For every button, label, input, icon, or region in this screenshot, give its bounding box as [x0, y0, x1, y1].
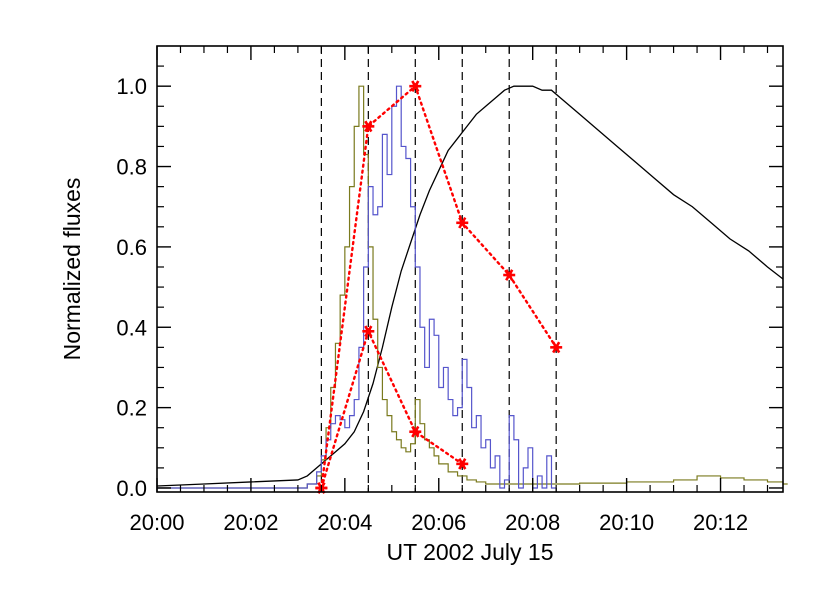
- vertical-dashed-lines: [320, 46, 557, 492]
- data-markers: [315, 80, 563, 494]
- star-marker: [409, 80, 422, 93]
- y-tick-label: 0.4: [116, 315, 147, 340]
- star-marker: [409, 425, 422, 438]
- star-marker: [503, 269, 516, 281]
- x-tick-label: 20:00: [129, 510, 184, 535]
- y-tick-label: 0.8: [116, 155, 147, 180]
- x-axis-title: UT 2002 July 15: [386, 539, 553, 565]
- x-tick-label: 20:02: [223, 510, 278, 535]
- x-tick-label: 20:04: [317, 510, 372, 535]
- y-tick-label: 0.2: [116, 396, 147, 421]
- x-tick-label: 20:12: [693, 510, 748, 535]
- y-axis-title: Normalized fluxes: [59, 178, 85, 361]
- axis-ticks: 20:00 20:02 20:04 20:06 20:08 20:10 20:12 0.0 0.…: [116, 46, 783, 535]
- y-tick-label: 0.0: [116, 476, 147, 501]
- star-marker: [362, 325, 375, 338]
- plot-frame: [156, 45, 784, 493]
- star-marker: [456, 458, 469, 470]
- series-line: [156, 85, 784, 487]
- star-marker: [362, 120, 375, 133]
- series-step-line: [157, 85, 557, 489]
- data-curves: [156, 85, 788, 489]
- y-tick-label: 0.6: [116, 235, 147, 260]
- star-marker: [550, 341, 563, 354]
- star-marker: [456, 216, 469, 229]
- series-dotted-line: [320, 84, 558, 490]
- x-tick-label: 20:10: [599, 510, 654, 535]
- y-tick-label: 1.0: [116, 74, 147, 99]
- series-dotted-line: [320, 327, 464, 490]
- x-tick-label: 20:08: [505, 510, 560, 535]
- x-tick-label: 20:06: [411, 510, 466, 535]
